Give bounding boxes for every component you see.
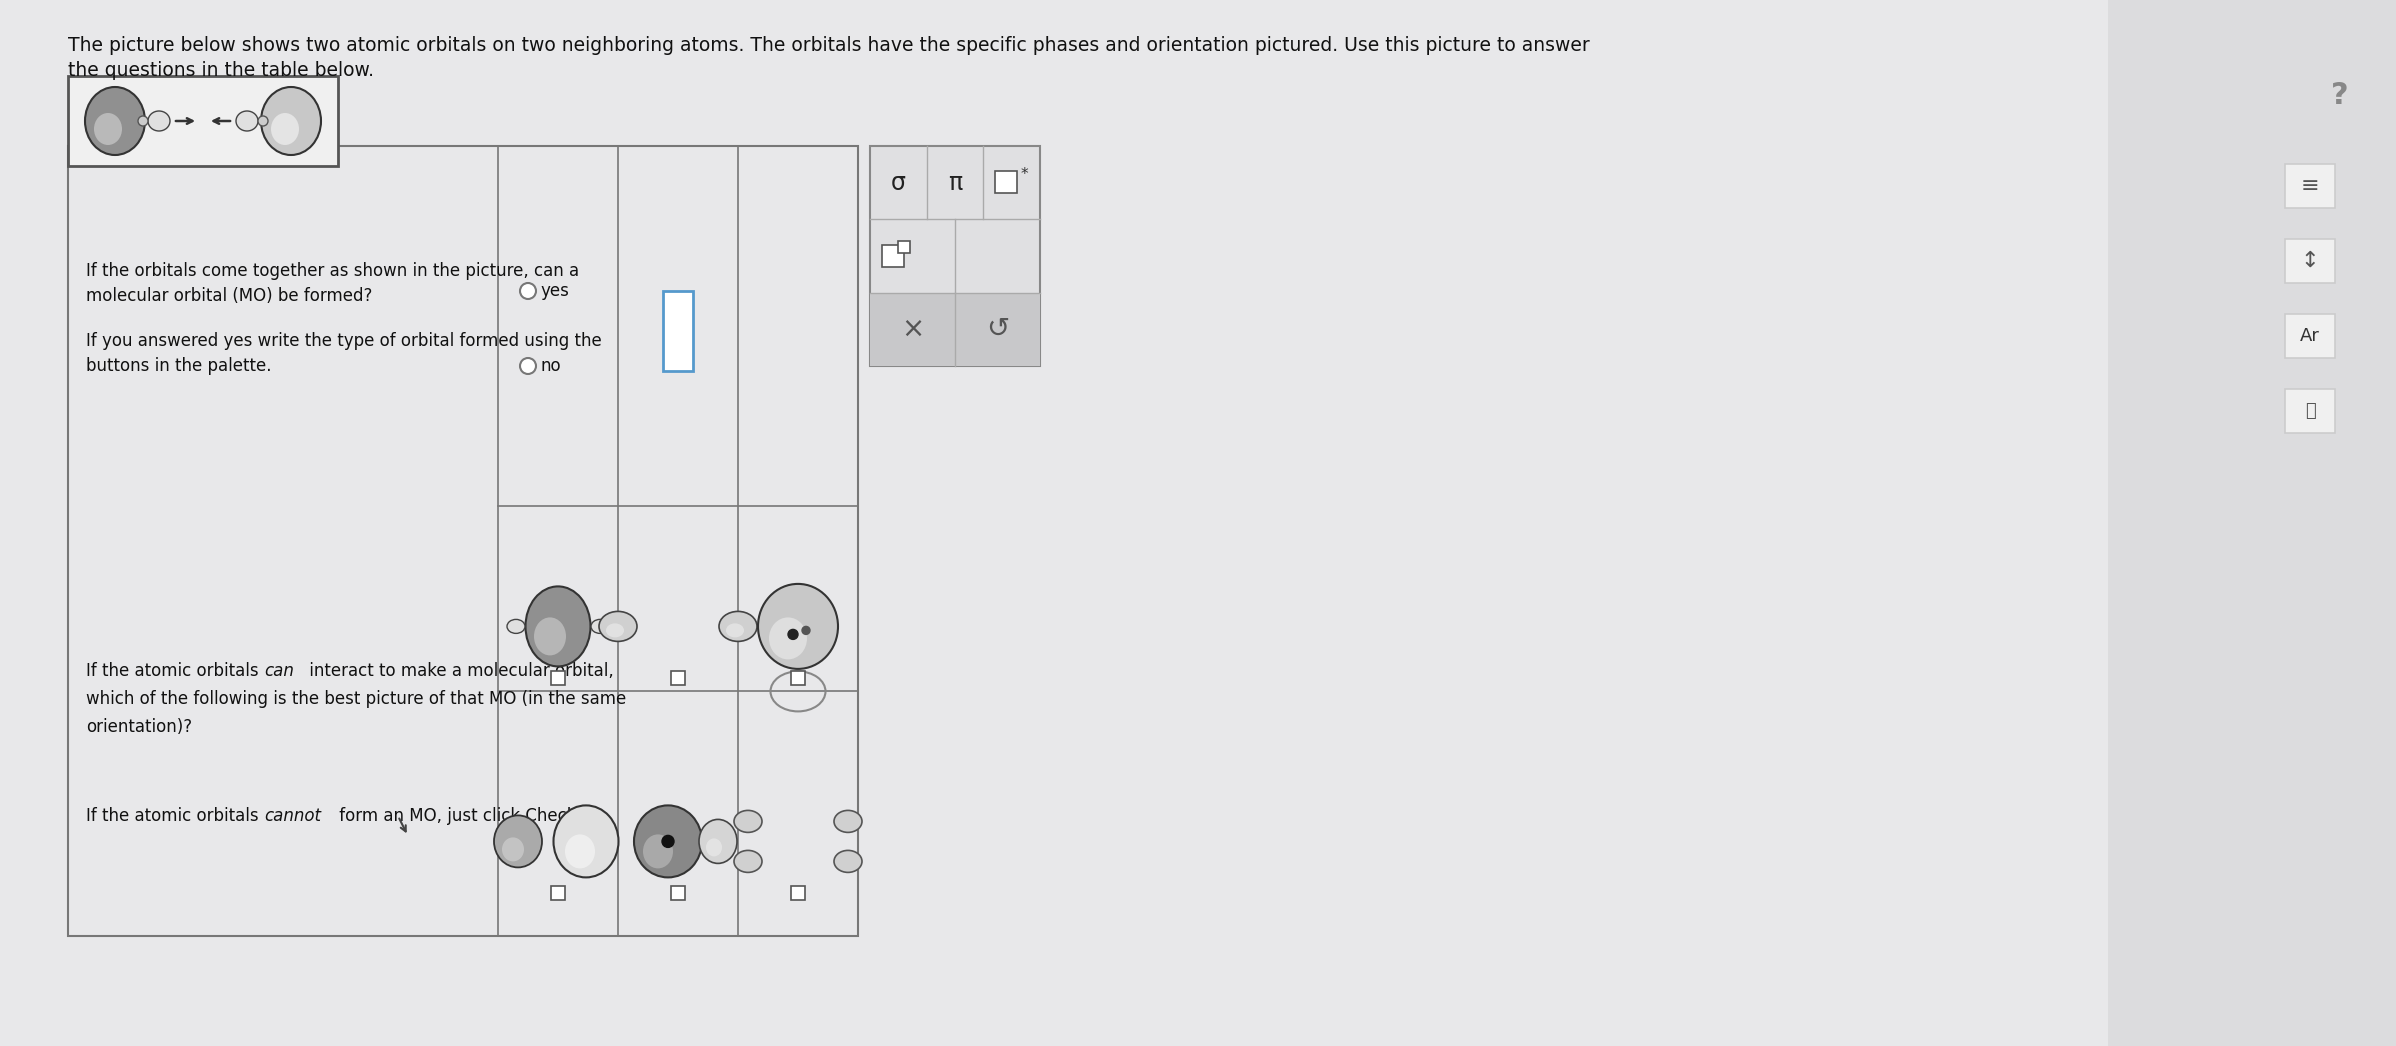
Bar bbox=[2286, 238, 2336, 283]
Text: can: can bbox=[264, 662, 295, 680]
Ellipse shape bbox=[592, 619, 609, 634]
Ellipse shape bbox=[719, 612, 757, 641]
Text: yes: yes bbox=[539, 282, 568, 300]
Circle shape bbox=[520, 358, 537, 374]
Ellipse shape bbox=[84, 87, 146, 155]
Bar bbox=[898, 241, 910, 253]
Ellipse shape bbox=[235, 111, 259, 131]
Ellipse shape bbox=[503, 838, 525, 862]
Text: If you answered yes write the type of orbital formed using the: If you answered yes write the type of or… bbox=[86, 332, 601, 350]
Text: If the atomic orbitals: If the atomic orbitals bbox=[86, 808, 264, 825]
Bar bbox=[791, 886, 805, 901]
Ellipse shape bbox=[635, 805, 702, 878]
Ellipse shape bbox=[553, 805, 618, 878]
Bar bbox=[551, 886, 565, 901]
Text: interact to make a molecular orbital,: interact to make a molecular orbital, bbox=[304, 662, 613, 680]
Text: no: no bbox=[539, 357, 561, 376]
Text: the questions in the table below.: the questions in the table below. bbox=[67, 61, 374, 79]
Text: form an MO, just click Check.: form an MO, just click Check. bbox=[333, 808, 582, 825]
Bar bbox=[994, 170, 1016, 192]
Ellipse shape bbox=[565, 835, 594, 868]
Text: ≡: ≡ bbox=[2300, 176, 2319, 196]
Text: ↺: ↺ bbox=[985, 315, 1009, 343]
Circle shape bbox=[788, 630, 798, 639]
Ellipse shape bbox=[733, 850, 762, 872]
Bar bbox=[2286, 164, 2336, 208]
Text: which of the following is the best picture of that MO (in the same: which of the following is the best pictu… bbox=[86, 690, 625, 708]
Bar bbox=[664, 291, 692, 371]
Ellipse shape bbox=[642, 835, 673, 868]
Ellipse shape bbox=[834, 850, 863, 872]
Text: π: π bbox=[949, 170, 963, 195]
Text: orientation)?: orientation)? bbox=[86, 718, 192, 736]
Ellipse shape bbox=[494, 816, 541, 867]
Bar bbox=[67, 146, 858, 936]
Ellipse shape bbox=[757, 584, 839, 668]
Text: The picture below shows two atomic orbitals on two neighboring atoms. The orbita: The picture below shows two atomic orbit… bbox=[67, 36, 1591, 55]
Ellipse shape bbox=[261, 87, 321, 155]
Ellipse shape bbox=[769, 617, 807, 659]
Bar bbox=[870, 293, 1040, 366]
Text: molecular orbital (MO) be formed?: molecular orbital (MO) be formed? bbox=[86, 287, 371, 305]
Bar bbox=[2286, 314, 2336, 358]
Circle shape bbox=[803, 627, 810, 635]
Bar bbox=[671, 672, 685, 685]
Text: *: * bbox=[1021, 167, 1028, 182]
Text: ?: ? bbox=[2331, 82, 2348, 111]
Bar bbox=[671, 886, 685, 901]
Text: ×: × bbox=[901, 315, 925, 343]
Ellipse shape bbox=[149, 111, 170, 131]
Text: ⬜: ⬜ bbox=[2305, 402, 2315, 420]
Bar bbox=[2286, 389, 2336, 433]
Circle shape bbox=[139, 116, 149, 126]
Ellipse shape bbox=[599, 612, 637, 641]
Ellipse shape bbox=[93, 113, 122, 145]
Ellipse shape bbox=[707, 839, 721, 857]
Ellipse shape bbox=[525, 587, 589, 666]
Ellipse shape bbox=[700, 819, 738, 863]
Text: cannot: cannot bbox=[264, 808, 321, 825]
Bar bbox=[551, 672, 565, 685]
Circle shape bbox=[520, 283, 537, 299]
Circle shape bbox=[259, 116, 268, 126]
Text: buttons in the palette.: buttons in the palette. bbox=[86, 357, 271, 376]
Ellipse shape bbox=[271, 113, 300, 145]
Text: If the atomic orbitals: If the atomic orbitals bbox=[86, 662, 264, 680]
Bar bbox=[870, 146, 1040, 366]
Ellipse shape bbox=[726, 623, 745, 637]
Text: ↕: ↕ bbox=[2300, 251, 2319, 271]
Bar bbox=[791, 672, 805, 685]
Bar bbox=[0, 0, 2108, 1046]
Text: If the orbitals come together as shown in the picture, can a: If the orbitals come together as shown i… bbox=[86, 262, 580, 280]
Text: σ: σ bbox=[891, 170, 906, 195]
Circle shape bbox=[661, 836, 673, 847]
Ellipse shape bbox=[733, 811, 762, 833]
Text: Ar: Ar bbox=[2300, 327, 2319, 345]
Ellipse shape bbox=[606, 623, 623, 637]
Ellipse shape bbox=[834, 811, 863, 833]
Bar bbox=[882, 245, 903, 267]
Ellipse shape bbox=[534, 617, 565, 656]
Ellipse shape bbox=[508, 619, 525, 634]
Bar bbox=[67, 76, 338, 166]
